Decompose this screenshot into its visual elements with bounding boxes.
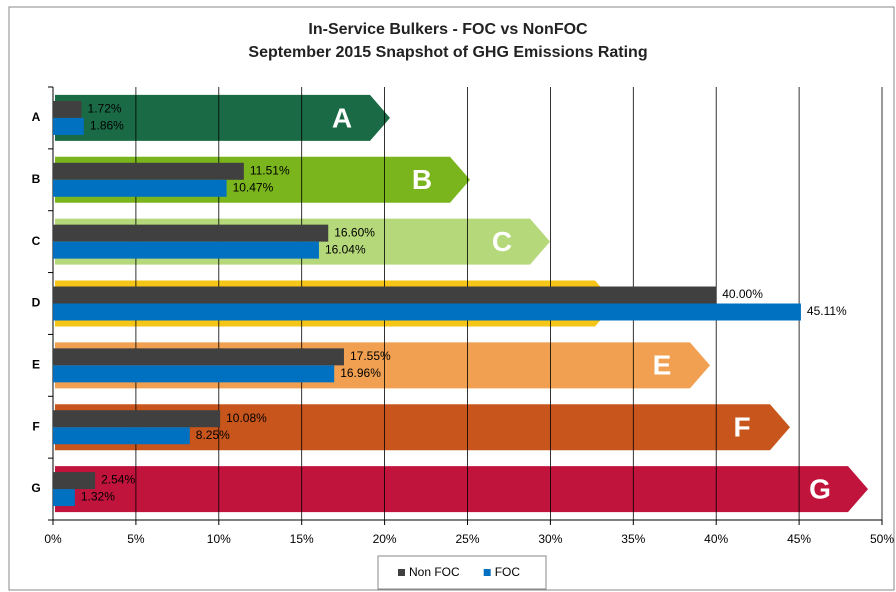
bar <box>53 117 84 135</box>
legend-label: Non FOC <box>409 565 460 579</box>
data-label: 16.96% <box>340 366 381 380</box>
y-tick-label: A <box>32 110 41 124</box>
x-tick-label: 35% <box>621 532 645 546</box>
data-label: 1.72% <box>88 102 122 116</box>
legend-swatch <box>398 569 405 576</box>
chart-title: In-Service Bulkers - FOC vs NonFOC <box>308 21 588 38</box>
bar <box>53 179 227 197</box>
data-label: 16.04% <box>325 242 366 256</box>
x-tick-label: 25% <box>455 532 479 546</box>
rating-arrow <box>55 94 390 141</box>
bar <box>53 348 344 366</box>
y-tick-label: C <box>32 234 41 248</box>
rating-letter: F <box>733 412 750 443</box>
x-tick-label: 20% <box>373 532 397 546</box>
rating-letter: G <box>809 473 831 504</box>
legend-swatch <box>483 569 491 576</box>
data-label: 8.25% <box>196 428 230 442</box>
data-label: 11.51% <box>250 163 290 177</box>
x-tick-label: 40% <box>704 532 728 546</box>
x-tick-label: 5% <box>127 532 145 546</box>
chart-subtitle: September 2015 Snapshot of GHG Emissions… <box>248 44 647 61</box>
rating-letter: C <box>492 226 512 257</box>
bar <box>53 286 717 304</box>
legend-label: FOC <box>495 565 521 579</box>
rating-letter: B <box>412 164 432 195</box>
x-tick-label: 10% <box>207 532 231 546</box>
bar <box>53 224 329 242</box>
bar <box>53 472 96 490</box>
data-label: 16.60% <box>334 225 375 239</box>
x-tick-label: 15% <box>290 532 314 546</box>
data-label: 1.86% <box>90 119 124 133</box>
bar <box>53 489 75 507</box>
bar <box>53 365 335 383</box>
data-label: 40.00% <box>722 287 763 301</box>
y-tick-label: E <box>32 358 40 372</box>
data-label: 10.08% <box>226 411 267 425</box>
bar <box>53 162 244 180</box>
rating-letter: E <box>653 350 672 381</box>
plot: 0% 5% 10% 15% 20% 25% 30% 35% 40% 45% 50% A 1.72% 1.8… <box>31 86 894 546</box>
rating-letter: A <box>332 102 352 133</box>
data-label: 10.47% <box>233 180 274 194</box>
x-tick-label: 50% <box>870 532 894 546</box>
legend: Non FOC FOC <box>377 555 547 590</box>
bar <box>53 100 82 118</box>
x-tick-label: 45% <box>787 532 811 546</box>
y-tick-label: B <box>32 172 41 186</box>
data-label: 17.55% <box>350 349 391 363</box>
data-label: 45.11% <box>807 304 847 318</box>
bar <box>53 241 319 259</box>
data-label: 2.54% <box>101 473 135 487</box>
y-tick-label: G <box>31 481 40 495</box>
bar <box>53 410 221 428</box>
bar <box>53 303 801 321</box>
data-label: 1.32% <box>81 490 115 504</box>
x-tick-label: 30% <box>538 532 562 546</box>
x-tick-label: 0% <box>44 532 62 546</box>
y-tick-label: D <box>32 296 41 310</box>
rating-arrow <box>55 404 790 451</box>
legend-box <box>377 555 547 590</box>
bar <box>53 427 190 445</box>
y-tick-label: F <box>32 419 39 433</box>
rating-arrow <box>55 466 868 513</box>
